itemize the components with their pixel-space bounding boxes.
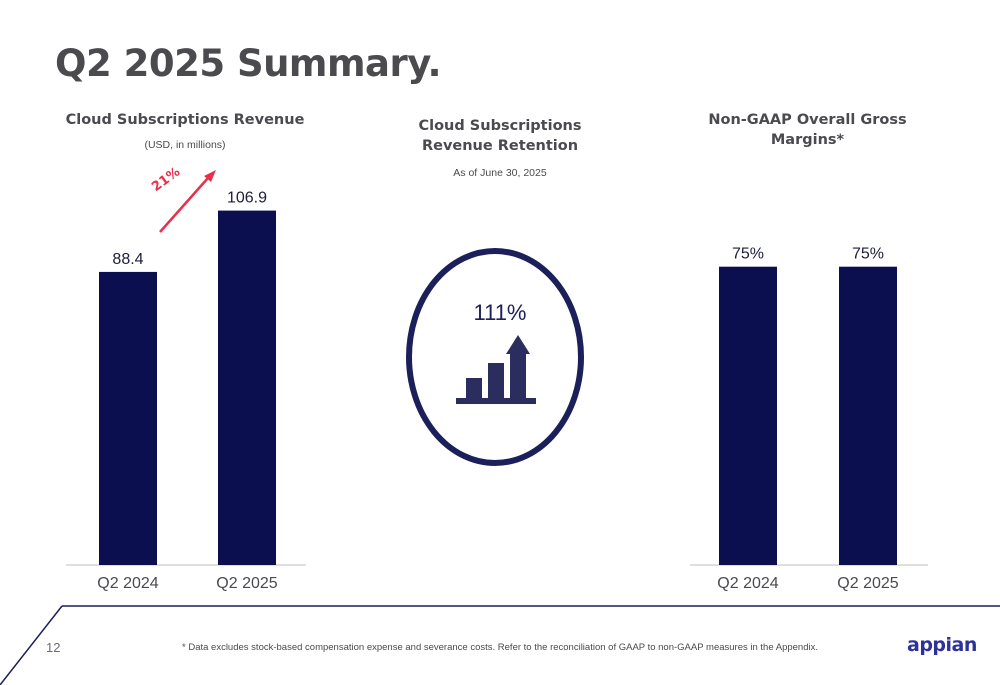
appian-logo: appian <box>907 634 977 656</box>
revenue-tick-label-2: Q2 2025 <box>216 575 277 592</box>
margin-tick-label-1: Q2 2024 <box>717 575 778 592</box>
margin-tick-label-2: Q2 2025 <box>837 575 898 592</box>
margin-chart-title: Non-GAAP Overall Gross Margins* <box>708 112 907 148</box>
growth-chart-icon <box>456 335 536 404</box>
retention-title: Cloud Subscriptions Revenue Retention <box>418 118 582 154</box>
page-title: Q2 2025 Summary. <box>55 42 442 85</box>
retention-subtitle: As of June 30, 2025 <box>453 167 547 179</box>
footnote: * Data excludes stock-based compensation… <box>182 642 818 653</box>
margin-data-label-2: 75% <box>852 246 884 263</box>
page-number: 12 <box>46 640 61 655</box>
revenue-data-label-1: 88.4 <box>112 251 143 268</box>
growth-arrowhead-icon <box>204 170 216 182</box>
revenue-tick-label-1: Q2 2024 <box>97 575 158 592</box>
revenue-chart-title: Cloud Subscriptions Revenue <box>65 112 305 128</box>
retention-circle <box>406 248 584 466</box>
margin-bar-1 <box>719 266 777 565</box>
margin-data-label-1: 75% <box>732 246 764 263</box>
revenue-chart-subtitle: (USD, in millions) <box>144 139 226 151</box>
growth-percent-label: 21% <box>149 164 184 195</box>
revenue-data-label-2: 106.9 <box>227 190 267 207</box>
retention-value: 111% <box>473 300 527 325</box>
margin-bar-2 <box>839 266 897 565</box>
revenue-bar-2 <box>218 210 276 565</box>
revenue-bar-1 <box>99 271 157 565</box>
